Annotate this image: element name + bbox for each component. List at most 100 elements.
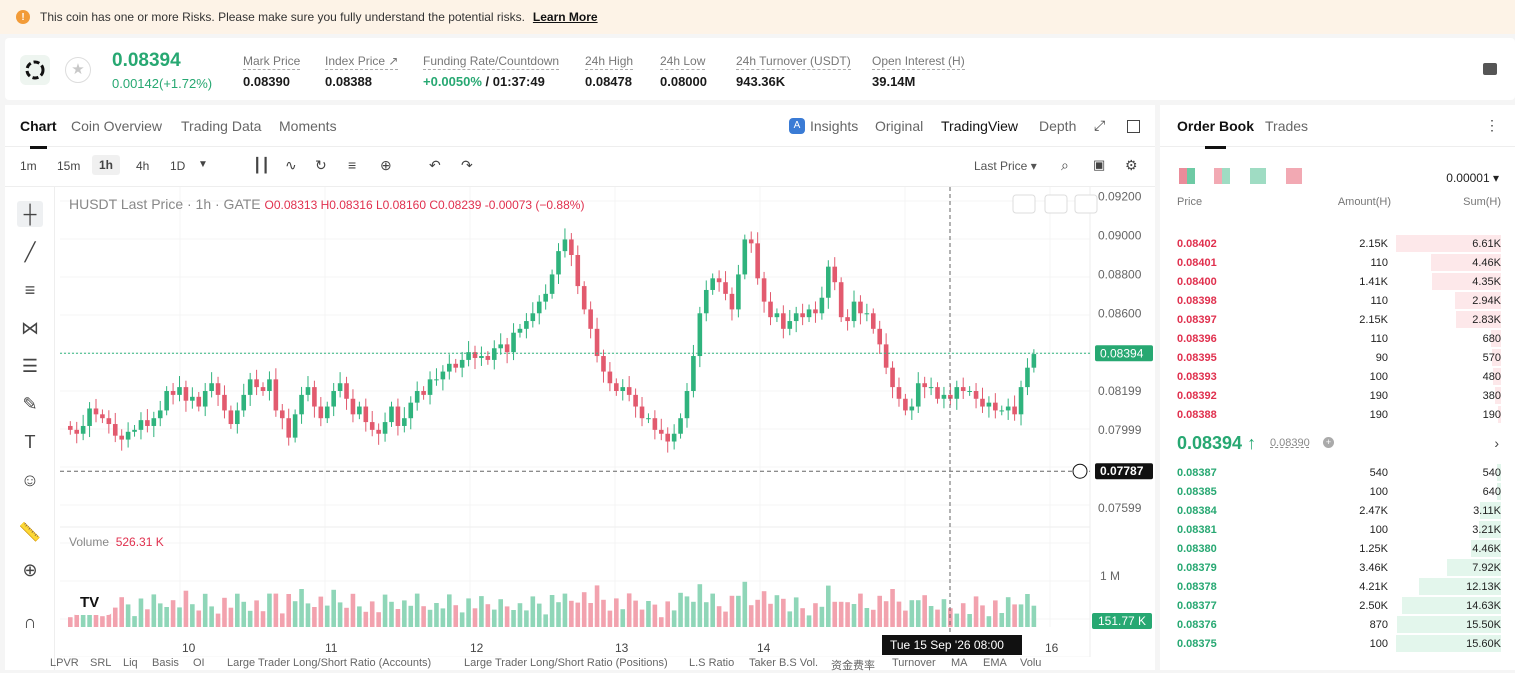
volume-bar [967,614,972,627]
orderbook-row[interactable]: 0.08400 1.41K 4.35K [1160,272,1515,291]
magnet-icon[interactable]: ∩ [23,612,37,632]
interval-1h[interactable]: 1h [92,155,121,175]
view-bids-icon[interactable] [1250,168,1266,184]
ind-oi[interactable]: OI [193,657,205,669]
emoji-icon[interactable]: ☺ [20,470,40,490]
chevron-right-icon[interactable]: › [1494,435,1499,451]
row-sum: 640 [1482,486,1501,498]
orderbook-row[interactable]: 0.08397 2.15K 2.83K [1160,310,1515,329]
view-asks-icon[interactable] [1286,168,1302,184]
orderbook-row[interactable]: 0.08401 110 4.46K [1160,253,1515,272]
orderbook-row[interactable]: 0.08393 100 480 [1160,367,1515,386]
candle [980,398,985,407]
learn-more-link[interactable]: Learn More [532,10,598,24]
tab-original[interactable]: Original [875,118,924,134]
interval-15m[interactable]: 15m [57,159,81,173]
indicators-icon[interactable]: ∿ [285,157,297,173]
interval-1m[interactable]: 1m [20,159,37,173]
orderbook-row[interactable]: 0.08402 2.15K 6.61K [1160,234,1515,253]
chevron-down-icon[interactable]: ▼ [198,159,208,170]
search-icon[interactable]: ⌕ [1061,157,1069,173]
ind-volume[interactable]: Volu [1020,657,1042,669]
tab-chart[interactable]: Chart [20,118,57,149]
orderbook-row[interactable]: 0.08385 100 640 [1160,482,1515,501]
tab-depth[interactable]: Depth [1039,118,1077,134]
undo-icon[interactable]: ↶ [429,157,441,173]
reset-icon [1074,194,1098,214]
orderbook-row[interactable]: 0.08379 3.46K 7.92K [1160,558,1515,577]
ind-ema[interactable]: EMA [983,657,1007,669]
price-source-select[interactable]: Last Price ▾ [974,159,1037,173]
ind-ma[interactable]: MA [951,657,968,669]
orderbook-row[interactable]: 0.08381 100 3.21K [1160,520,1515,539]
volume-bar [864,608,870,627]
trend-line-icon[interactable]: ╱ [24,242,36,262]
orderbook-row[interactable]: 0.08380 1.25K 4.46K [1160,539,1515,558]
ind-turnover[interactable]: Turnover [892,657,936,669]
ruler-icon[interactable]: 📏 [18,522,42,542]
orderbook-row[interactable]: 0.08387 540 540 [1160,463,1515,482]
tab-insights[interactable]: Insights [810,118,859,134]
zoom-in-icon[interactable]: ⊕ [22,560,38,580]
ind-ls-ratio[interactable]: L.S Ratio [689,657,735,669]
horizontal-lines-icon[interactable]: ≡ [24,280,36,300]
ind-ls-accounts[interactable]: Large Trader Long/Short Ratio (Accounts) [227,657,432,669]
ind-lpvr[interactable]: LPVR [50,657,79,669]
volume-bar [986,616,992,627]
candle [633,394,638,407]
tab-trades[interactable]: Trades [1265,118,1309,134]
orderbook-row[interactable]: 0.08376 870 15.50K [1160,615,1515,634]
expand-icon[interactable]: ⤢ [1094,117,1106,133]
gear-icon[interactable]: ⚙ [1125,157,1138,173]
orderbook-row[interactable]: 0.08378 4.21K 12.13K [1160,577,1515,596]
template-icon[interactable]: ≡ [348,157,357,173]
crosshair-icon[interactable]: ┼ [17,201,43,227]
orderbook-row[interactable]: 0.08395 90 570 [1160,348,1515,367]
pattern-icon[interactable]: ⋈ [21,318,39,338]
more-icon[interactable]: ⋮ [1485,117,1499,133]
candle [157,410,163,419]
candle [954,387,960,399]
interval-1d[interactable]: 1D [170,159,186,173]
candle-type-icon[interactable]: ┃┃ [253,157,270,173]
text-tool-icon[interactable]: T [24,432,36,452]
price-chart[interactable]: 0.09200 0.09000 0.08800 0.08600 0.08394 0.081… [60,187,1155,657]
ind-taker-vol[interactable]: Taker B.S Vol. [749,657,819,669]
volume-bar [453,605,459,627]
camera-icon[interactable]: ▣ [1093,157,1106,172]
orderbook-row[interactable]: 0.08392 190 380 [1160,386,1515,405]
time-tick: 12 [470,641,484,655]
view-split-icon[interactable] [1214,168,1230,184]
fib-icon[interactable]: ☰ [21,356,39,376]
window-icon[interactable] [1127,120,1140,133]
precision-select[interactable]: 0.00001 ▾ [1446,171,1499,185]
tab-order-book[interactable]: Order Book [1177,118,1255,149]
favorite-star-icon[interactable]: ★ [65,57,91,83]
guide-book-icon[interactable] [1483,63,1497,75]
tab-trading-data[interactable]: Trading Data [181,118,262,134]
orderbook-row[interactable]: 0.08396 110 680 [1160,329,1515,348]
replay-icon[interactable]: ↻ [315,157,327,173]
orderbook-row[interactable]: 0.08384 2.47K 3.11K [1160,501,1515,520]
tab-tradingview[interactable]: TradingView [941,118,1019,134]
orderbook-row[interactable]: 0.08398 110 2.94K [1160,291,1515,310]
add-indicator-icon[interactable]: ⊕ [380,157,392,173]
orderbook-row[interactable]: 0.08377 2.50K 14.63K [1160,596,1515,615]
ind-ls-positions[interactable]: Large Trader Long/Short Ratio (Positions… [464,657,668,669]
interval-4h[interactable]: 4h [136,159,150,173]
ind-funding[interactable]: 资金费率 [831,660,875,672]
tab-moments[interactable]: Moments [279,118,337,134]
volume-bar [826,585,831,627]
redo-icon[interactable]: ↷ [461,157,473,173]
ind-srl[interactable]: SRL [90,657,112,669]
view-both-icon[interactable] [1179,168,1195,184]
ind-basis[interactable]: Basis [152,657,179,669]
volume-bar [954,613,960,627]
ind-liq[interactable]: Liq [123,657,138,669]
orderbook-row[interactable]: 0.08388 190 190 [1160,405,1515,424]
brush-icon[interactable]: ✎ [22,394,38,414]
orderbook-row[interactable]: 0.08375 100 15.60K [1160,634,1515,653]
stat-index-price[interactable]: Index Price ↗ 0.08388 [325,54,399,89]
candle [838,282,844,318]
tab-coin-overview[interactable]: Coin Overview [71,118,163,134]
